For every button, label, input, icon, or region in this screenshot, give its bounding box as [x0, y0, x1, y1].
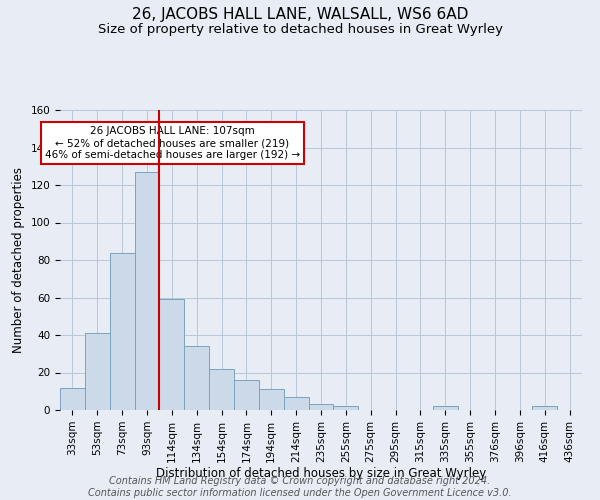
Text: 26 JACOBS HALL LANE: 107sqm
← 52% of detached houses are smaller (219)
46% of se: 26 JACOBS HALL LANE: 107sqm ← 52% of det… — [44, 126, 300, 160]
Bar — [308, 404, 334, 410]
Bar — [532, 406, 557, 410]
Text: Distribution of detached houses by size in Great Wyrley: Distribution of detached houses by size … — [156, 467, 486, 480]
Bar — [160, 300, 184, 410]
Bar — [259, 390, 284, 410]
Bar — [334, 406, 358, 410]
Y-axis label: Number of detached properties: Number of detached properties — [12, 167, 25, 353]
Text: Contains HM Land Registry data © Crown copyright and database right 2024.
Contai: Contains HM Land Registry data © Crown c… — [88, 476, 512, 498]
Bar — [209, 369, 234, 410]
Bar — [134, 172, 160, 410]
Bar — [284, 397, 308, 410]
Bar — [110, 252, 134, 410]
Bar — [60, 388, 85, 410]
Text: Size of property relative to detached houses in Great Wyrley: Size of property relative to detached ho… — [97, 22, 503, 36]
Text: 26, JACOBS HALL LANE, WALSALL, WS6 6AD: 26, JACOBS HALL LANE, WALSALL, WS6 6AD — [132, 8, 468, 22]
Bar — [433, 406, 458, 410]
Bar — [85, 333, 110, 410]
Bar — [184, 346, 209, 410]
Bar — [234, 380, 259, 410]
